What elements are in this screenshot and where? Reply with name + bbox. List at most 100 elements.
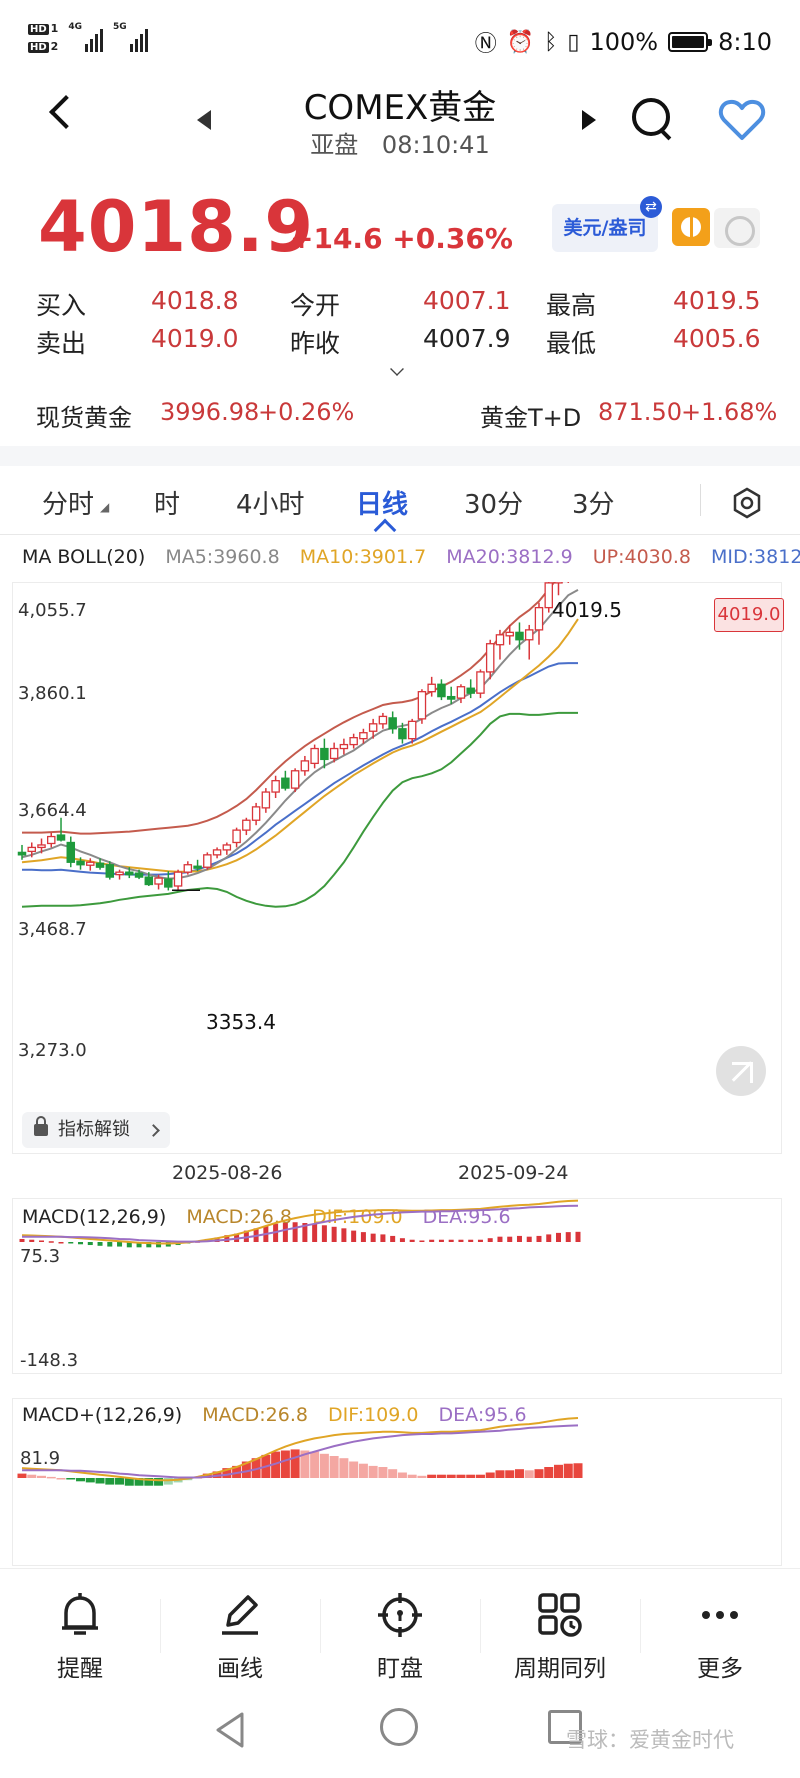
header: COMEX黄金 亚盘 08:10:41 (0, 80, 800, 170)
macd-histogram-bar (487, 1238, 493, 1242)
signal-5g-icon: 5G (113, 22, 148, 52)
candle-body (212, 849, 222, 856)
search-icon[interactable] (632, 98, 672, 138)
macd-histogram-bar (468, 1239, 474, 1242)
candle-body (164, 878, 173, 888)
next-instrument-button[interactable] (582, 110, 596, 130)
candlestick-chart[interactable] (0, 582, 800, 1154)
last-price: 4018.9 (38, 186, 315, 268)
candle-body (183, 864, 193, 873)
macd-histogram-bar (446, 1474, 456, 1478)
candle-body (37, 844, 46, 849)
macd-dea-line (22, 1204, 579, 1243)
draw-line-button[interactable]: 画线 (180, 1591, 300, 1683)
macdplus-legend[interactable]: MACD+(12,26,9) MACD:26.8 DIF:109.0 DEA:9… (22, 1404, 527, 1426)
candle-body (485, 643, 495, 673)
macd-histogram-bar (251, 1458, 261, 1478)
macd-histogram-bar (534, 1469, 544, 1478)
boll-legend[interactable]: MA BOLL(20) MA5:3960.8 MA10:3901.7 MA20:… (22, 546, 800, 568)
period-compare-button[interactable]: 周期同列 (500, 1591, 620, 1683)
favorite-heart-icon[interactable] (718, 98, 766, 142)
nav-home-icon[interactable] (380, 1708, 418, 1746)
bell-icon (62, 1593, 98, 1635)
macd-histogram-bar (241, 1461, 251, 1478)
candle-body (524, 629, 534, 641)
candle-body (281, 777, 290, 789)
candle-body (27, 846, 37, 853)
alarm-icon: ⏰ (506, 29, 535, 55)
price-change: +14.6 +0.36% (290, 222, 513, 255)
nav-back-icon[interactable] (212, 1710, 248, 1750)
tab-30min[interactable]: 30分 (464, 490, 524, 520)
macd-histogram-bar (212, 1471, 222, 1478)
boll-mid-line (22, 662, 578, 876)
expand-quote-chevron-icon[interactable] (390, 362, 404, 376)
related-name[interactable]: 现货黄金 (36, 404, 132, 432)
macd-histogram-bar (368, 1465, 378, 1478)
tab-daily[interactable]: 日线 (356, 490, 409, 520)
macd-histogram-bar (329, 1456, 339, 1478)
macd-histogram-bar (339, 1458, 349, 1478)
nav-recent-icon[interactable] (548, 1710, 582, 1744)
more-icon (702, 1611, 738, 1619)
macd-histogram-bar (546, 1234, 552, 1242)
macd-histogram-bar (341, 1228, 347, 1242)
tab-hour[interactable]: 时 (154, 490, 181, 520)
macd-histogram-bar (271, 1451, 281, 1478)
y-axis-label: 4,055.7 (18, 600, 87, 621)
battery-percent: 100% (589, 28, 659, 56)
candle-body (368, 723, 378, 732)
pen-icon (222, 1595, 258, 1635)
candle-body (534, 606, 544, 631)
toolbar-divider (320, 1599, 321, 1653)
macd-histogram-bar (319, 1453, 329, 1478)
related-name[interactable]: 黄金T+D (480, 404, 582, 432)
main-chart-frame (12, 582, 782, 1154)
macdplus-chart[interactable] (0, 1398, 800, 1566)
macd-dif-line (21, 1199, 579, 1245)
macd-histogram-bar (290, 1449, 300, 1478)
unlock-indicators-button[interactable]: 指标解锁 (22, 1112, 170, 1148)
chart-settings-hexagon-icon[interactable] (730, 486, 764, 520)
y-axis-label: 3,273.0 (18, 1040, 87, 1061)
alert-button[interactable]: 提醒 (20, 1591, 140, 1683)
candle-body (339, 743, 349, 750)
macd-histogram-bar (224, 1235, 230, 1242)
candle-body (271, 780, 280, 793)
toolbar-divider (160, 1599, 161, 1653)
swap-icon: ⇄ (640, 196, 662, 218)
tab-dropdown-icon: ◢ (100, 500, 110, 514)
macd-histogram-bar (516, 1235, 522, 1242)
macd-histogram-bar (427, 1474, 437, 1478)
tab-3min[interactable]: 3分 (572, 490, 615, 520)
tab-timeshare[interactable]: 分时 (42, 490, 95, 520)
more-button[interactable]: 更多 (660, 1591, 780, 1683)
macd-histogram-bar (46, 1476, 56, 1479)
tab-4hour[interactable]: 4小时 (236, 490, 305, 520)
macd-histogram-bar (105, 1478, 115, 1485)
macd-histogram-bar (370, 1233, 376, 1242)
macd-histogram-bar (390, 1235, 396, 1242)
macd-histogram-bar (17, 1473, 27, 1478)
candle-body (193, 865, 202, 869)
tabs-divider (0, 534, 800, 535)
tab-separator (700, 484, 701, 516)
macd-histogram-bar (407, 1474, 417, 1478)
target-icon (378, 1593, 422, 1637)
candle-body (378, 715, 388, 725)
compass-tool-icon[interactable] (672, 208, 710, 246)
y-axis-label: 3,468.7 (18, 919, 87, 940)
macd-histogram-bar (526, 1236, 532, 1242)
candle-body (232, 829, 241, 844)
macd-chart[interactable] (0, 1198, 800, 1374)
fullscreen-expand-icon[interactable] (716, 1046, 766, 1096)
candle-body (320, 747, 329, 761)
session-label: 亚盘 (310, 131, 359, 159)
candle-body (17, 851, 27, 856)
macd-histogram-bar (565, 1232, 571, 1242)
watch-button[interactable]: 盯盘 (340, 1591, 460, 1683)
prev-instrument-button[interactable] (197, 110, 211, 130)
candle-body (495, 634, 505, 646)
y-axis-label: 3,860.1 (18, 683, 87, 704)
settings-tool-icon[interactable] (714, 208, 760, 248)
